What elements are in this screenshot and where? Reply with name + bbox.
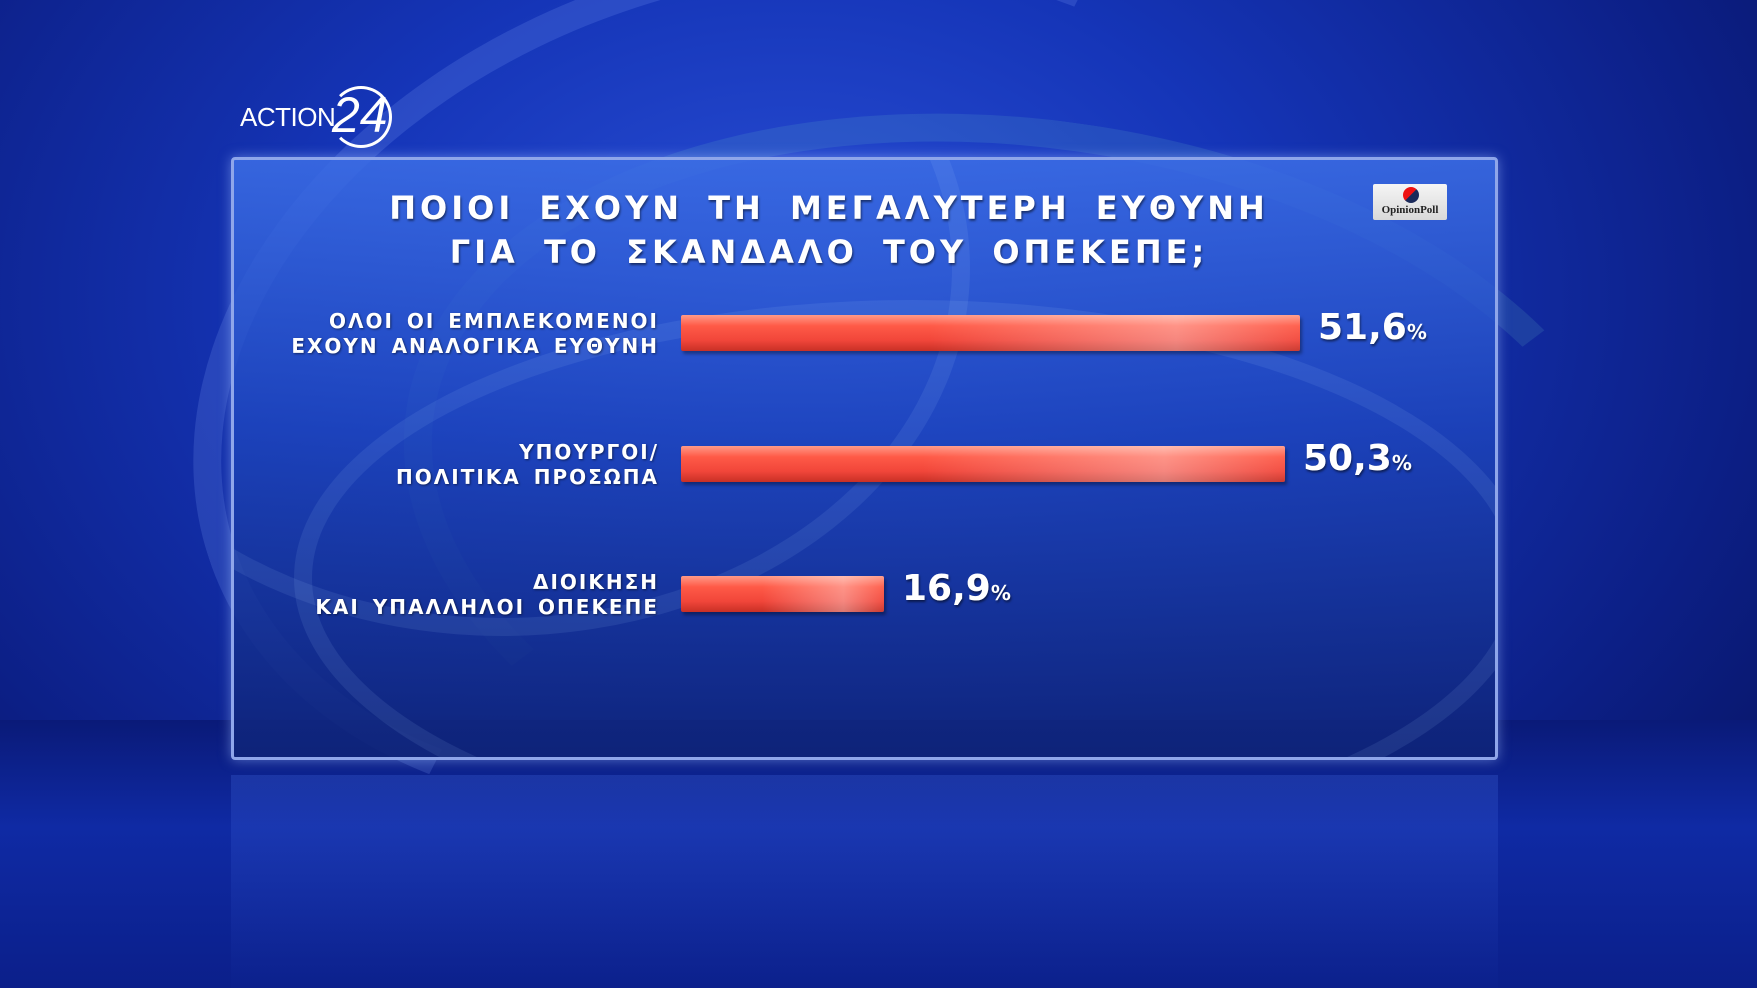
studio-floor — [0, 720, 1757, 988]
category-label-line: ΠΟΛΙΤΙΚΑ ΠΡΟΣΩΠΑ — [396, 465, 659, 489]
category-label-line: ΟΛΟΙ ΟΙ ΕΜΠΛΕΚΟΜΕΝΟΙ — [329, 309, 659, 333]
category-label: ΟΛΟΙ ΟΙ ΕΜΠΛΕΚΟΜΕΝΟΙ ΕΧΟΥΝ ΑΝΑΛΟΓΙΚΑ ΕΥΘΥ… — [259, 309, 659, 359]
floor-reflection — [231, 775, 1498, 988]
bar — [681, 315, 1300, 351]
logo-number: 24 — [332, 87, 388, 143]
category-label-line: ΥΠΟΥΡΓΟΙ/ — [519, 440, 659, 464]
pollster-logo: OpinionPoll — [1373, 184, 1447, 220]
category-label-line: ΚΑΙ ΥΠΑΛΛΗΛΟΙ ΟΠΕΚΕΠΕ — [315, 595, 659, 619]
bar-highlight — [681, 446, 1285, 482]
bar — [681, 446, 1285, 482]
chart-title-line: ΓΙΑ ΤΟ ΣΚΑΝΔΑΛΟ ΤΟΥ ΟΠΕΚΕΠΕ; — [449, 233, 1209, 271]
bar-highlight — [681, 576, 884, 612]
data-label-unit: % — [990, 581, 1011, 605]
data-label-unit: % — [1406, 320, 1427, 344]
channel-logo: ACTION 24 — [240, 84, 410, 154]
pollster-name: OpinionPoll — [1381, 204, 1439, 216]
pollster-dot-icon — [1403, 187, 1419, 203]
bar-highlight — [681, 315, 1300, 351]
data-label-value: 51,6 — [1318, 307, 1407, 348]
category-label: ΥΠΟΥΡΓΟΙ/ΠΟΛΙΤΙΚΑ ΠΡΟΣΩΠΑ — [259, 440, 659, 490]
category-label: ΔΙΟΙΚΗΣΗ ΚΑΙ ΥΠΑΛΛΗΛΟΙ ΟΠΕΚΕΠΕ — [259, 570, 659, 620]
data-label-value: 50,3 — [1303, 438, 1392, 479]
data-label: 16,9% — [902, 568, 1011, 609]
data-label-unit: % — [1391, 451, 1412, 475]
data-label-value: 16,9 — [902, 568, 991, 609]
bar — [681, 576, 884, 612]
logo-ring-icon — [330, 86, 392, 148]
chart-panel: ΠΟΙΟΙ ΕΧΟΥΝ ΤΗ ΜΕΓΑΛΥΤΕΡΗ ΕΥΘΥΝΗ ΓΙΑ ΤΟ … — [231, 157, 1498, 760]
logo-text: ACTION — [240, 102, 336, 132]
data-label: 51,6% — [1318, 307, 1427, 348]
category-label-line: ΕΧΟΥΝ ΑΝΑΛΟΓΙΚΑ ΕΥΘΥΝΗ — [291, 334, 659, 358]
category-label-line: ΔΙΟΙΚΗΣΗ — [533, 570, 659, 594]
data-label: 50,3% — [1303, 438, 1412, 479]
chart-title-line: ΠΟΙΟΙ ΕΧΟΥΝ ΤΗ ΜΕΓΑΛΥΤΕΡΗ ΕΥΘΥΝΗ — [389, 189, 1269, 227]
chart-title: ΠΟΙΟΙ ΕΧΟΥΝ ΤΗ ΜΕΓΑΛΥΤΕΡΗ ΕΥΘΥΝΗ ΓΙΑ ΤΟ … — [234, 186, 1424, 274]
